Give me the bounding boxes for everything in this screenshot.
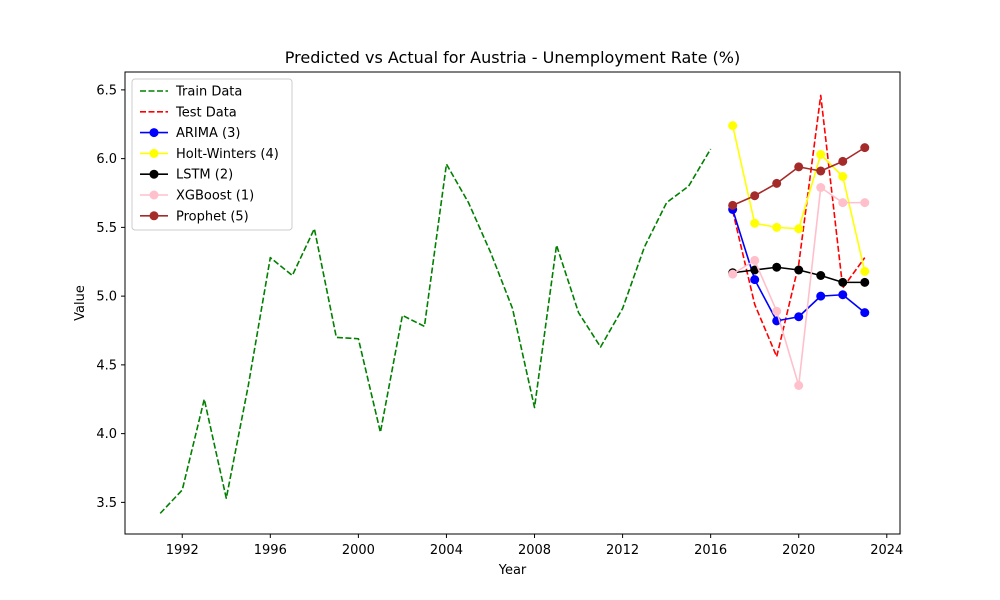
legend-item-holt-winters-4: Holt-Winters (4)	[140, 147, 279, 162]
legend-label: LSTM (2)	[176, 168, 233, 183]
data-point-lstm-2	[816, 271, 826, 280]
legend-item-lstm-2: LSTM (2)	[140, 168, 233, 183]
data-point-prophet-5	[816, 166, 826, 176]
data-point-lstm-2	[794, 265, 804, 275]
series-xgboost-1	[728, 183, 870, 390]
series-line-train-data	[159, 148, 712, 514]
data-point-arima-3	[838, 290, 848, 300]
plot-frame	[124, 71, 901, 535]
data-point-xgboost-1	[816, 183, 826, 192]
data-point-prophet-5	[728, 200, 738, 210]
y-tick-label: 5.0	[96, 290, 117, 305]
x-tick-label: 2020	[782, 543, 815, 558]
y-tick-label: 3.5	[96, 496, 117, 511]
data-point-arima-3	[794, 312, 804, 322]
data-point-prophet-5	[860, 143, 870, 153]
data-point-prophet-5	[838, 156, 848, 166]
data-point-holt-winters-4	[728, 121, 738, 131]
legend-item-prophet-5: Prophet (5)	[140, 209, 249, 224]
x-tick-label: 2008	[518, 543, 551, 558]
x-tick-label: 2024	[870, 543, 903, 558]
legend-marker	[149, 148, 159, 158]
y-tick-label: 4.5	[96, 358, 117, 373]
y-tick-label: 6.0	[96, 152, 117, 167]
y-axis-label: Value	[73, 285, 88, 321]
data-point-prophet-5	[794, 162, 804, 172]
data-point-prophet-5	[772, 178, 782, 188]
data-point-holt-winters-4	[838, 172, 848, 181]
x-tick-label: 1992	[166, 543, 199, 558]
data-point-arima-3	[860, 308, 870, 318]
data-point-xgboost-1	[728, 269, 738, 279]
data-point-holt-winters-4	[816, 150, 826, 159]
legend-box	[131, 78, 293, 231]
legend-label: Prophet (5)	[176, 209, 249, 224]
legend-label: Test Data	[175, 105, 237, 120]
data-point-xgboost-1	[838, 198, 848, 208]
series-holt-winters-4	[728, 121, 870, 276]
legend-item-train-data: Train Data	[140, 85, 242, 100]
data-point-lstm-2	[772, 262, 782, 272]
data-point-holt-winters-4	[772, 222, 782, 232]
y-tick-label: 5.5	[96, 221, 117, 236]
series-line-test-data	[731, 94, 866, 358]
data-point-lstm-2	[838, 277, 848, 287]
data-point-arima-3	[816, 291, 826, 301]
y-tick-label: 6.5	[96, 83, 117, 98]
data-point-lstm-2	[750, 265, 760, 275]
y-axis: 3.5 4.0 4.5 5.0 5.5 6.0 6.5	[96, 83, 125, 511]
chart-title: Predicted vs Actual for Austria - Unempl…	[285, 48, 740, 67]
data-point-xgboost-1	[860, 198, 870, 208]
data-point-xgboost-1	[794, 381, 804, 390]
legend: Train Data Test Data ARIMA (3) Holt-Winters…	[131, 78, 293, 231]
x-tick-label: 1996	[254, 543, 287, 558]
data-point-prophet-5	[750, 191, 760, 201]
data-point-holt-winters-4	[860, 266, 870, 276]
data-point-holt-winters-4	[794, 224, 804, 234]
series-lstm-2	[728, 262, 870, 287]
series-test-data	[731, 94, 866, 358]
y-tick-label: 4.0	[96, 427, 117, 442]
legend-marker	[149, 211, 159, 221]
legend-label: ARIMA (3)	[176, 126, 240, 141]
data-point-holt-winters-4	[750, 218, 760, 228]
series-train-data	[159, 148, 712, 514]
x-axis-label: Year	[498, 563, 527, 578]
legend-label: Holt-Winters (4)	[176, 147, 279, 162]
data-point-arima-3	[750, 275, 760, 285]
series-layer	[159, 94, 870, 514]
series-arima-3	[728, 205, 870, 326]
data-point-xgboost-1	[772, 306, 782, 316]
x-tick-label: 2012	[606, 543, 639, 558]
data-point-xgboost-1	[750, 255, 760, 265]
series-prophet-5	[728, 143, 870, 210]
legend-label: XGBoost (1)	[176, 189, 254, 204]
x-tick-label: 2016	[694, 543, 727, 558]
series-line-xgboost-1	[732, 186, 865, 387]
x-axis: 1992 1996 2000 2004 2008 2012 2016 2020 2024	[166, 534, 903, 558]
data-point-lstm-2	[860, 277, 870, 287]
legend-marker	[149, 190, 159, 200]
legend-item-test-data: Test Data	[140, 105, 237, 120]
legend-label: Train Data	[175, 85, 242, 100]
legend-marker	[149, 128, 159, 138]
legend-item-xgboost-1: XGBoost (1)	[140, 189, 254, 204]
legend-marker	[149, 169, 159, 179]
legend-item-arima-3: ARIMA (3)	[140, 126, 240, 141]
x-tick-label: 2000	[342, 543, 375, 558]
x-tick-label: 2004	[430, 543, 463, 558]
